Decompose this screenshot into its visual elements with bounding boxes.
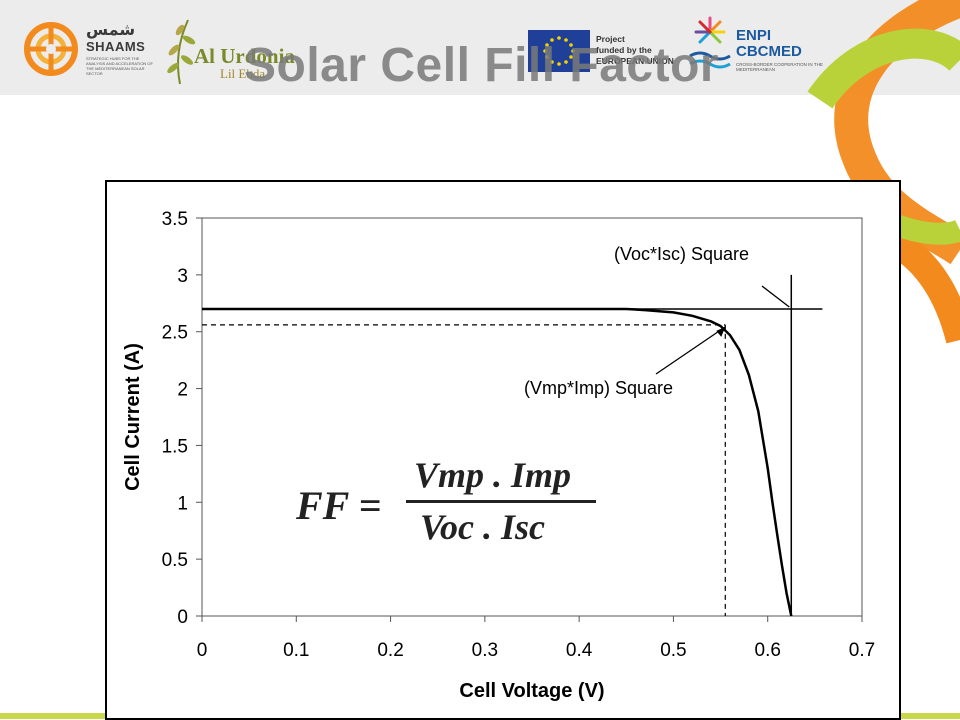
voc-isc-annotation: (Voc*Isc) Square — [614, 244, 749, 264]
eu-text-line1: Project — [596, 34, 625, 44]
y-tick-label: 0 — [177, 607, 188, 628]
plot-area — [201, 217, 863, 617]
y-tick-label: 2.5 — [162, 323, 188, 344]
y-tick-label: 1.5 — [162, 436, 188, 457]
eu-text-line2: funded by the — [596, 45, 652, 55]
enpi-title: ENPI CBCMED — [736, 28, 802, 60]
vmp-arrowhead — [716, 326, 726, 337]
enpi-line1: ENPI — [736, 27, 772, 44]
x-tick-label: 0.2 — [377, 640, 403, 661]
x-tick-label: 0 — [197, 640, 208, 661]
x-tick-label: 0.5 — [660, 640, 686, 661]
y-axis-label: Cell Current (A) — [122, 343, 144, 491]
y-tick-label: 2 — [177, 380, 188, 401]
vmp-annotation-arrow — [655, 326, 726, 375]
x-tick-label: 0.7 — [849, 640, 875, 661]
vmp-imp-annotation: (Vmp*Imp) Square — [524, 378, 673, 398]
al-urdonia-name: Al Urdonia — [194, 44, 295, 68]
fill-factor-formula: FF = Vmp . Imp Voc . Isc — [296, 454, 616, 554]
formula-numerator: Vmp . Imp — [414, 455, 572, 495]
shaams-wordmark: شمس SHAAMS STRATEGIC HUBS FOR THE ANALYS… — [86, 20, 156, 80]
al-urdonia-logo: Al Urdonia Lil Ebda — [160, 16, 295, 86]
header-banner — [0, 0, 960, 95]
x-tick-label: 0.4 — [566, 640, 593, 661]
y-axis-ticks: 0 0.5 1 1.5 2 2.5 3 3.5 — [162, 209, 202, 628]
eu-logo: Project funded by the EUROPEAN UNION — [528, 30, 696, 74]
page-title: Solar Cell Fill Factor — [244, 39, 720, 92]
shaams-logo-icon — [24, 22, 78, 76]
x-axis-ticks: 0 0.1 0.2 0.3 0.4 0.5 0.6 0.7 — [197, 616, 875, 661]
enpi-sun-icon — [689, 16, 731, 69]
y-tick-label: 1 — [177, 493, 188, 514]
al-urdonia-sub: Lil Ebda — [220, 66, 266, 81]
shaams-latin-text: SHAAMS — [86, 39, 146, 54]
x-tick-label: 0.6 — [755, 640, 781, 661]
shaams-tagline: STRATEGIC HUBS FOR THE ANALYSIS AND ACCE… — [86, 56, 153, 76]
enpi-line2: CBCMED — [736, 43, 802, 60]
formula-fraction-bar — [406, 500, 596, 503]
y-tick-label: 3 — [177, 266, 188, 287]
shaams-arabic-text: شمس — [86, 20, 136, 39]
enpi-cbcmed-logo: ENPI CBCMED CROSS-BORDER COOPERATION IN … — [688, 14, 828, 80]
iv-curve-line — [202, 307, 793, 617]
voc-annotation-arrow — [761, 285, 790, 308]
x-tick-label: 0.1 — [283, 640, 309, 661]
eu-text-line3: EUROPEAN UNION — [596, 56, 674, 66]
x-tick-label: 0.3 — [472, 640, 498, 661]
y-tick-label: 3.5 — [162, 209, 188, 230]
eu-funding-text: Project funded by the EUROPEAN UNION — [596, 34, 674, 67]
chart-frame — [105, 180, 901, 720]
enpi-tagline: CROSS-BORDER COOPERATION IN THE MEDITERR… — [736, 62, 823, 72]
chart-lines — [202, 274, 823, 617]
x-axis-label: Cell Voltage (V) — [459, 680, 604, 702]
eu-flag-icon — [528, 30, 590, 72]
decorative-ribbon — [807, 0, 960, 344]
y-tick-label: 0.5 — [162, 550, 188, 571]
formula-denominator: Voc . Isc — [420, 507, 545, 547]
olive-branch-icon — [167, 19, 196, 85]
formula-lhs: FF = — [296, 483, 382, 528]
